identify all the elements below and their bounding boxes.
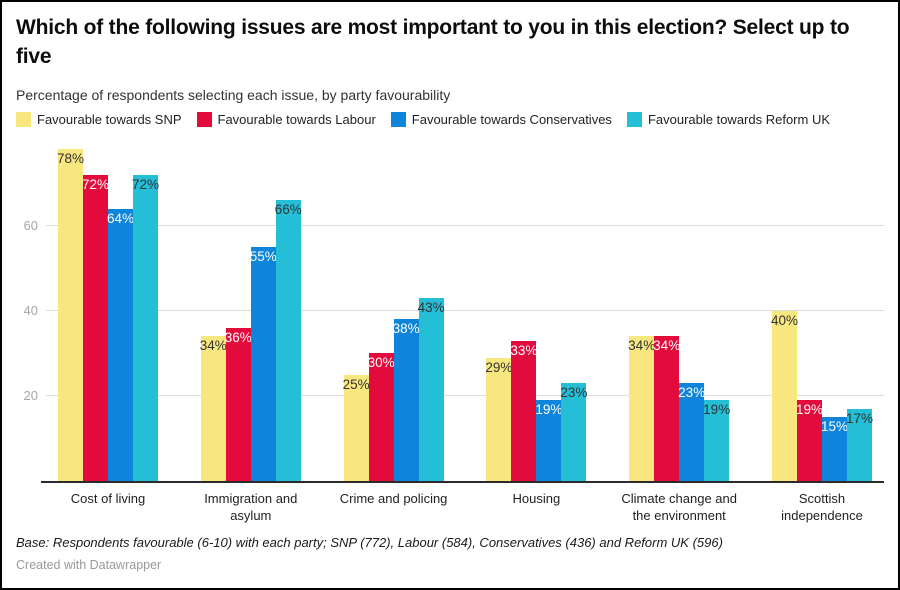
bar: 38%: [392, 319, 420, 481]
value-label: 19%: [795, 402, 823, 418]
bar: 23%: [560, 383, 588, 481]
legend-item: Favourable towards Conservatives: [390, 111, 612, 127]
bar-group: 25% 30% 38% 43% Crime and policing: [340, 141, 447, 506]
category-label: Climate change and the environment: [621, 490, 737, 523]
bar-group: 34% 36% 55% 66% Immigration and asylum: [199, 141, 302, 523]
value-label: 34%: [653, 338, 681, 354]
y-tick-label: 20: [23, 387, 38, 403]
bar: 19%: [535, 400, 563, 481]
value-label: 66%: [274, 202, 302, 218]
legend-label: Favourable towards Conservatives: [411, 111, 612, 127]
category-label: Cost of living: [70, 490, 146, 506]
bar: 25%: [342, 374, 370, 481]
legend-item: Favourable towards Reform UK: [626, 111, 831, 127]
attribution: Created with Datawrapper: [16, 557, 162, 572]
bar-group: 34% 34% 23% 19% Climate change and the envir…: [621, 141, 737, 523]
bar: 29%: [485, 357, 513, 481]
legend-swatch: [16, 111, 31, 127]
bar: 55%: [249, 247, 277, 481]
bar: 40%: [770, 310, 798, 481]
x-axis-line: [41, 480, 884, 483]
bar: 15%: [820, 417, 848, 481]
legend: Favourable towards SNP Favourable towards…: [16, 111, 884, 127]
category-label: Scottish independence: [781, 490, 863, 523]
bar: 19%: [703, 400, 731, 481]
value-label: 34%: [628, 338, 656, 354]
value-label: 23%: [560, 385, 588, 401]
bar-chart: 20 40 60 78% 72% 64% 72% Cost of living 34% 36% 55…: [16, 141, 884, 523]
value-label: 19%: [535, 402, 563, 418]
gridline: [46, 224, 884, 226]
value-label: 36%: [224, 329, 252, 345]
value-label: 25%: [342, 376, 370, 392]
category-label: Immigration and asylum: [204, 490, 298, 523]
plot-area: 20 40 60 78% 72% 64% 72% Cost of living 34% 36% 55…: [24, 141, 884, 523]
bar: 23%: [678, 383, 706, 481]
value-label: 17%: [845, 410, 873, 426]
value-label: 19%: [703, 402, 731, 418]
base-note: Base: Respondents favourable (6-10) with…: [16, 534, 723, 550]
value-label: 23%: [678, 385, 706, 401]
y-tick-label: 60: [23, 217, 38, 233]
category-label: Crime and policing: [339, 490, 448, 506]
value-label: 78%: [56, 151, 85, 167]
bar: 17%: [845, 408, 873, 481]
value-label: 55%: [249, 249, 277, 265]
legend-swatch: [390, 111, 406, 127]
value-label: 43%: [417, 300, 445, 316]
category-label: Housing: [512, 490, 561, 506]
gridline: [46, 309, 884, 311]
chart-title: Which of the following issues are most i…: [16, 16, 850, 68]
legend-label: Favourable towards SNP: [37, 111, 182, 127]
value-label: 15%: [820, 419, 848, 435]
bar: 34%: [628, 336, 656, 481]
legend-label: Favourable towards Reform UK: [647, 111, 831, 127]
gridline: [46, 394, 884, 396]
bar-group: 29% 33% 19% 23% Housing: [485, 141, 588, 506]
legend-swatch: [626, 111, 642, 127]
bar-group: 78% 72% 64% 72% Cost of living: [56, 141, 160, 506]
bar: 36%: [224, 327, 252, 481]
value-label: 64%: [106, 210, 135, 226]
legend-item: Favourable towards SNP: [16, 111, 182, 127]
bar: 72%: [81, 174, 110, 481]
bar: 72%: [131, 174, 160, 481]
bar-group: 40% 19% 15% 17% Scottish independence: [770, 141, 873, 523]
bar: 34%: [199, 336, 227, 481]
value-label: 72%: [81, 176, 110, 192]
bar: 19%: [795, 400, 823, 481]
bar: 78%: [56, 149, 85, 481]
legend-item: Favourable towards Labour: [196, 111, 376, 127]
value-label: 38%: [392, 321, 420, 337]
value-label: 30%: [367, 355, 395, 371]
bar: 34%: [653, 336, 681, 481]
bar: 30%: [367, 353, 395, 481]
y-tick-label: 40: [23, 302, 38, 318]
bar-groups: 78% 72% 64% 72% Cost of living 34% 36% 55% 66% Im…: [46, 141, 884, 523]
chart-subtitle: Percentage of respondents selecting each…: [16, 86, 451, 103]
value-label: 33%: [510, 342, 538, 358]
value-label: 29%: [485, 359, 513, 375]
bar: 43%: [417, 298, 445, 481]
legend-swatch: [196, 111, 212, 127]
bar: 33%: [510, 340, 538, 481]
bar: 64%: [106, 208, 135, 481]
value-label: 34%: [199, 338, 227, 354]
value-label: 40%: [770, 312, 798, 328]
bar: 66%: [274, 200, 302, 481]
value-label: 72%: [131, 176, 160, 192]
legend-label: Favourable towards Labour: [217, 111, 376, 127]
